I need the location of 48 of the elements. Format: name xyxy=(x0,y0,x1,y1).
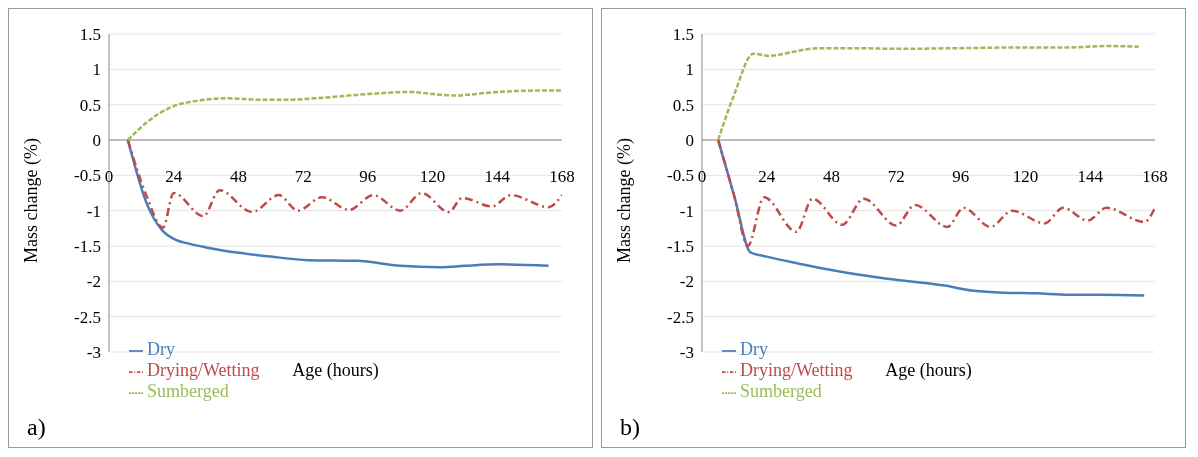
y-tick-label: -1.5 xyxy=(667,237,694,257)
x-tick-label: 96 xyxy=(359,166,377,186)
y-tick-label: 1 xyxy=(685,60,694,80)
y-tick-label: -0.5 xyxy=(74,166,101,186)
y-tick-label: 0.5 xyxy=(672,95,694,115)
legend-label: Drying/Wetting xyxy=(740,360,853,380)
y-tick-label: -0.5 xyxy=(667,166,694,186)
x-tick-label: 120 xyxy=(419,166,446,186)
y-axis-title: Mass change (%) xyxy=(614,138,636,263)
x-tick-label: 144 xyxy=(1077,166,1104,186)
x-tick-label: 120 xyxy=(1012,166,1039,186)
text: b) xyxy=(620,414,640,441)
x-tick-label: 72 xyxy=(887,166,905,186)
legend-label: Dry xyxy=(147,339,175,359)
y-tick-label: -2 xyxy=(679,272,694,292)
y-tick-label: -1 xyxy=(679,201,694,221)
x-tick-label: 168 xyxy=(549,166,575,186)
x-tick-label: 168 xyxy=(1142,166,1168,186)
y-tick-label: 0 xyxy=(685,131,694,151)
y-tick-label: 0 xyxy=(92,131,101,151)
text: a) xyxy=(27,414,46,441)
x-tick-label: 48 xyxy=(822,166,840,186)
y-tick-label: 0.5 xyxy=(79,95,101,115)
y-tick-label: -3 xyxy=(86,343,101,363)
y-axis-title: Mass change (%) xyxy=(21,138,43,263)
x-axis-title: Age (hours) xyxy=(885,360,972,381)
x-tick-label: 96 xyxy=(952,166,970,186)
x-tick-label: 24 xyxy=(758,166,776,186)
y-tick-label: 1 xyxy=(92,60,101,80)
x-tick-label: 144 xyxy=(484,166,511,186)
y-tick-label: -2.5 xyxy=(667,307,694,327)
line-series xyxy=(126,89,562,142)
y-tick-label: 1.5 xyxy=(672,25,694,45)
x-tick-label: 48 xyxy=(229,166,247,186)
y-tick-label: -2.5 xyxy=(74,307,101,327)
x-tick-label: 24 xyxy=(165,166,183,186)
legend-label: Sumberged xyxy=(147,381,229,401)
y-tick-label: 1.5 xyxy=(79,25,101,45)
x-axis-title: Age (hours) xyxy=(292,360,379,381)
legend-label: Sumberged xyxy=(740,381,822,401)
legend-label: Dry xyxy=(740,339,768,359)
line-series xyxy=(716,44,1141,142)
y-tick-label: -2 xyxy=(86,272,101,292)
legend-label: Drying/Wetting xyxy=(147,360,260,380)
y-tick-label: -1.5 xyxy=(74,237,101,257)
x-tick-label: 72 xyxy=(294,166,312,186)
y-tick-label: -1 xyxy=(86,201,101,221)
y-tick-label: -3 xyxy=(679,343,694,363)
